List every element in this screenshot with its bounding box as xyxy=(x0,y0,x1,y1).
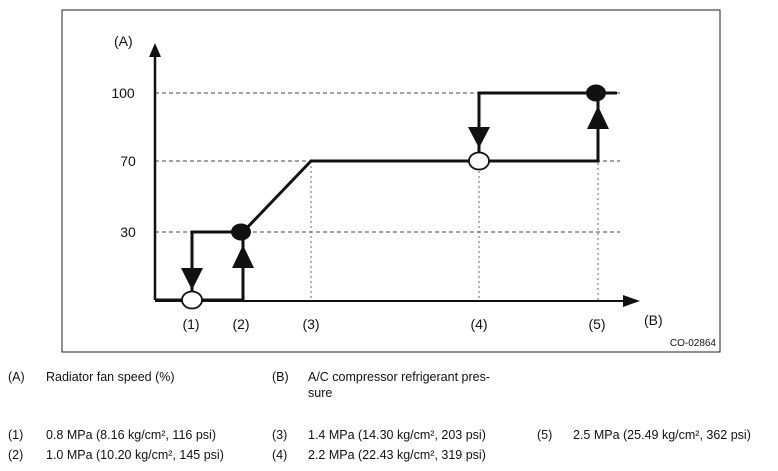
fan-off-point-icon xyxy=(181,290,203,310)
legend-key: (B) xyxy=(272,370,289,384)
x-marker-5: (5) xyxy=(588,316,605,332)
legend-key: (3) xyxy=(272,428,288,442)
diagram-frame xyxy=(61,9,721,353)
fan-on-point-icon xyxy=(586,84,606,102)
fan-speed-curve xyxy=(155,91,617,302)
x-marker-2: (2) xyxy=(232,316,249,332)
fan-off-point-icon xyxy=(468,151,490,171)
y-tick-70: 70 xyxy=(120,153,136,169)
y-tick-100: 100 xyxy=(111,85,135,101)
y-axis-arrow-icon xyxy=(149,43,161,57)
legend-text: 2.5 MPa (25.49 kg/cm², 362 psi) xyxy=(573,428,751,442)
fan-on-point-icon xyxy=(231,223,251,241)
fan-speed-diagram: (A) 100 70 30 (1) (2) (3) (4) (5) (B) CO… xyxy=(61,9,721,353)
x-marker-3: (3) xyxy=(302,316,319,332)
legend-key: (A) xyxy=(8,370,25,384)
legend-key: (2) xyxy=(8,448,24,462)
legend-text: 2.2 MPa (22.43 kg/cm², 319 psi) xyxy=(308,448,486,462)
y-tick-30: 30 xyxy=(120,224,136,240)
legend-text: 0.8 MPa (8.16 kg/cm², 116 psi) xyxy=(46,428,216,442)
x-marker-1: (1) xyxy=(182,316,199,332)
legend-text: A/C compressor refrigerant pres- xyxy=(308,370,491,384)
x-axis-arrow-icon xyxy=(623,295,640,307)
legend-key: (4) xyxy=(272,448,288,462)
y-axis-label: (A) xyxy=(114,33,133,49)
x-axis-label: (B) xyxy=(644,312,663,328)
figure-code: CO-02864 xyxy=(670,338,717,349)
arrow-down-icon xyxy=(181,268,203,290)
arrow-up-icon xyxy=(587,106,609,129)
legend-text: Radiator fan speed (%) xyxy=(46,370,175,384)
legend-text: 1.0 MPa (10.20 kg/cm², 145 psi) xyxy=(46,448,224,462)
legend-text-continued: sure xyxy=(308,386,333,400)
step-down-path-2 xyxy=(477,91,598,161)
x-marker-4: (4) xyxy=(470,316,487,332)
legend-key: (5) xyxy=(537,428,553,442)
arrow-up-icon xyxy=(232,245,254,268)
legend-text: 1.4 MPa (14.30 kg/cm², 203 psi) xyxy=(308,428,486,442)
legend-key: (1) xyxy=(8,428,24,442)
arrow-down-icon xyxy=(468,127,490,148)
legend-B: (B) A/C compressor refrigerant pres- sur… xyxy=(272,370,532,402)
